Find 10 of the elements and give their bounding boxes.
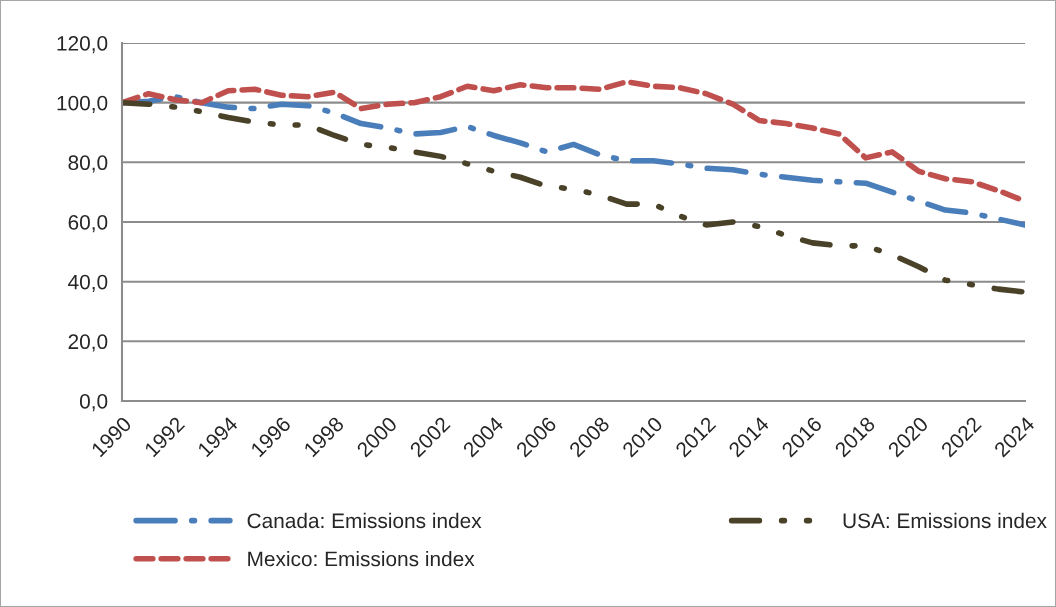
y-tick-label: 0,0: [79, 394, 108, 412]
legend-label: USA: Emissions index: [843, 512, 1047, 529]
y-tick-label: 40,0: [68, 274, 108, 292]
legend-label: Canada: Emissions index: [247, 512, 482, 529]
legend-label: Mexico: Emissions index: [248, 551, 475, 567]
y-tick-label: 80,0: [68, 155, 108, 173]
y-tick-label: 120,0: [57, 36, 108, 54]
y-tick-label: 100,0: [57, 95, 108, 113]
y-tick-label: 60,0: [68, 215, 108, 233]
y-tick-label: 20,0: [68, 334, 108, 352]
